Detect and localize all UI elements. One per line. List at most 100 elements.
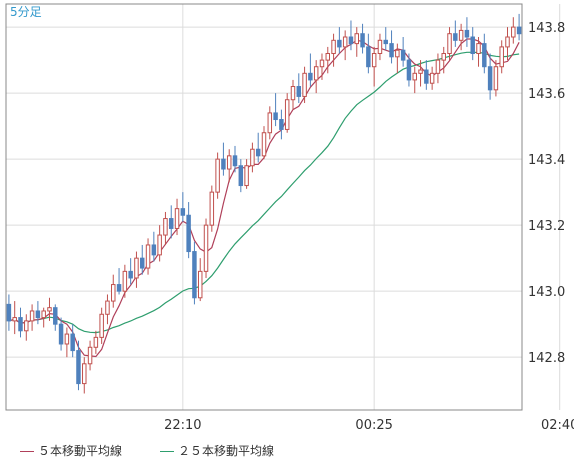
axes: 142.8 143.0 143.2 143.4 143.6 143.8 22:10 00:25… — [5, 3, 574, 433]
candle-body — [203, 224, 209, 272]
candle-body — [412, 72, 417, 81]
candle-body — [232, 155, 238, 167]
timeframe-label: 5分足 — [10, 5, 42, 19]
candle-body — [145, 244, 151, 269]
candle-body — [192, 251, 197, 299]
x-tick-label: 00:25 — [355, 418, 392, 433]
candle-body — [337, 39, 342, 48]
candle-body — [174, 208, 180, 229]
candle-body — [429, 72, 435, 84]
candle-body — [151, 244, 157, 256]
candle-body — [377, 39, 383, 55]
candle-body — [250, 148, 255, 167]
candle-body — [493, 66, 499, 91]
candle-body — [47, 307, 52, 312]
plot-frame — [5, 3, 523, 411]
candle-body — [499, 46, 504, 68]
candle-body — [406, 59, 412, 81]
candle-body — [296, 86, 302, 97]
candle-body — [273, 112, 278, 121]
candle-body — [389, 43, 394, 58]
candle-body — [418, 69, 423, 74]
legend-item-ma5: ５本移動平均線 — [20, 442, 122, 459]
y-tick-label: 142.8 — [528, 351, 565, 366]
candlestick-chart: 142.8 143.0 143.2 143.4 143.6 143.8 22:10 00:25… — [5, 3, 574, 433]
candle-body — [209, 191, 215, 226]
candle-body — [76, 350, 81, 385]
x-tick-label: 02:40 — [541, 418, 574, 433]
candle-body — [308, 72, 313, 81]
candle-body — [111, 284, 116, 302]
ma5-line — [8, 38, 520, 358]
y-tick-label: 143.4 — [528, 153, 565, 168]
candle-body — [93, 336, 99, 348]
candle-body — [319, 59, 325, 68]
candle-body — [58, 323, 64, 345]
candle-body — [122, 270, 128, 292]
candle-body — [395, 49, 400, 58]
legend-label-ma5: ５本移動平均線 — [38, 444, 123, 458]
candle-body — [186, 214, 191, 253]
candle-body — [435, 59, 441, 74]
candle-body — [400, 49, 406, 61]
candle-body — [453, 33, 458, 41]
ma25-line — [8, 51, 520, 334]
legend: ５本移動平均線 ２５本移動平均線 — [0, 436, 574, 462]
candle-body — [238, 165, 244, 187]
candle-body — [18, 317, 23, 332]
candle-body — [267, 112, 273, 134]
candle-body — [163, 218, 168, 236]
ma25-swatch-icon — [160, 451, 174, 452]
candle-body — [290, 86, 296, 101]
legend-label-ma25: ２５本移動平均線 — [178, 444, 275, 458]
candle-body — [70, 333, 75, 352]
candle-body — [261, 132, 267, 157]
candle-body — [35, 310, 41, 319]
candle-body — [464, 29, 470, 38]
candle-body — [342, 36, 348, 48]
candle-body — [134, 257, 139, 279]
y-tick-label: 143.8 — [528, 21, 565, 36]
ma25-path — [8, 51, 520, 334]
candle-body — [360, 33, 365, 48]
candle-body — [325, 53, 331, 61]
candle-body — [140, 257, 145, 269]
candle-body — [331, 39, 336, 55]
candle-body — [221, 158, 226, 170]
ma5-path — [8, 38, 520, 358]
candle-body — [255, 148, 261, 157]
candle-body — [128, 270, 133, 279]
candle-body — [41, 310, 46, 319]
y-tick-label: 143.6 — [528, 87, 565, 102]
candle-body — [168, 218, 174, 229]
candle-body — [82, 363, 87, 385]
candle-body — [482, 43, 487, 68]
candle-body — [476, 43, 481, 55]
y-tick-label: 143.0 — [528, 285, 565, 300]
candle-body — [511, 26, 516, 38]
candle-body — [447, 33, 452, 55]
candle-body — [371, 53, 377, 68]
candle-body — [64, 333, 70, 345]
candle-body — [470, 36, 475, 55]
candle-body — [516, 26, 522, 35]
candle-body — [302, 72, 307, 97]
candle-body — [284, 99, 290, 130]
candle-body — [215, 158, 220, 193]
candle-body — [441, 53, 446, 61]
candle-body — [180, 208, 186, 216]
candle-body — [29, 310, 35, 322]
candle-body — [383, 39, 388, 45]
candle-body — [279, 119, 284, 130]
candle-body — [366, 46, 371, 68]
y-tick-label: 143.2 — [528, 219, 565, 234]
ma5-swatch-icon — [20, 451, 34, 452]
legend-item-ma25: ２５本移動平均線 — [160, 442, 274, 459]
candle-body — [87, 346, 93, 365]
candles — [6, 13, 522, 394]
candle-body — [354, 33, 360, 45]
candle-body — [157, 234, 162, 256]
candle-body — [6, 303, 12, 322]
candle-body — [487, 66, 493, 91]
candle-body — [458, 29, 464, 41]
